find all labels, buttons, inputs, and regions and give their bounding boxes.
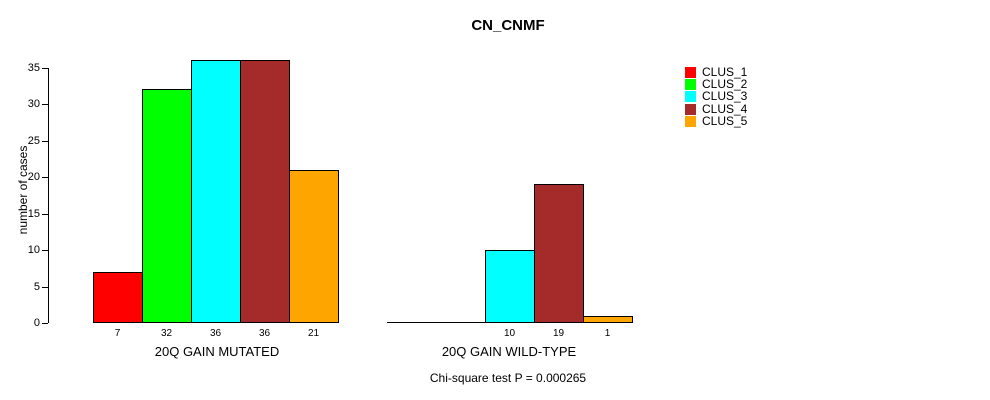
legend-label: CLUS_5 — [702, 114, 748, 129]
legend-swatch-icon — [685, 66, 696, 78]
bar-clus_2-group1 — [142, 89, 192, 323]
x-group-label-mutated: 20Q GAIN MUTATED — [154, 344, 280, 359]
bar-value-label: 10 — [503, 328, 516, 339]
legend-label: CLUS_3 — [702, 89, 748, 104]
legend-item-clus_1: CLUS_1 — [685, 66, 747, 78]
chi-square-annotation: Chi-square test P = 0.000265 — [429, 371, 587, 385]
y-tick-label: 5 — [33, 281, 40, 293]
y-tick-label: 30 — [27, 98, 40, 110]
bar-value-label: 36 — [258, 328, 271, 339]
chart-title: CN_CNMF — [471, 17, 545, 34]
legend-swatch-icon — [685, 91, 696, 103]
bar-clus_3-group2 — [485, 250, 535, 323]
y-axis-tick — [42, 68, 48, 69]
bar-clus_1-group2-zero — [387, 322, 437, 323]
y-tick-label: 35 — [27, 62, 40, 74]
y-axis-tick — [42, 141, 48, 142]
y-axis-tick — [42, 287, 48, 288]
legend-swatch-icon — [685, 103, 696, 115]
legend-item-clus_3: CLUS_3 — [685, 89, 748, 104]
legend-item-clus_2: CLUS_2 — [685, 77, 748, 92]
bar-value-label: 19 — [552, 328, 565, 339]
y-tick-label: 10 — [27, 244, 40, 256]
bar-clus_4-group2 — [534, 184, 584, 323]
y-axis-tick — [42, 250, 48, 251]
bar-value-label: 36 — [209, 328, 222, 339]
legend-item-clus_4: CLUS_4 — [685, 103, 747, 115]
legend-swatch-icon — [685, 116, 696, 128]
legend-item-clus_5: CLUS_5 — [685, 114, 748, 129]
y-axis-tick — [42, 323, 48, 324]
legend-label: CLUS_2 — [702, 77, 748, 92]
y-axis-tick — [42, 104, 48, 105]
y-axis-line — [48, 68, 49, 323]
y-tick-label: 20 — [27, 171, 40, 183]
bar-value-label: 1 — [604, 328, 611, 339]
legend-label: CLUS_1 — [702, 64, 748, 79]
y-axis-label: number of cases — [16, 145, 30, 235]
y-tick-label: 0 — [33, 317, 40, 329]
legend-swatch-icon — [685, 79, 696, 91]
bar-value-label: 21 — [307, 328, 320, 339]
bar-clus_5-group1 — [289, 170, 339, 323]
y-axis-tick — [42, 214, 48, 215]
bar-value-label: 7 — [114, 328, 121, 339]
y-tick-label: 25 — [27, 135, 40, 147]
legend: CLUS_1 CLUS_2 CLUS_3 CLUS_4 CLUS_5 — [685, 66, 747, 128]
bar-clus_4-group1 — [240, 60, 290, 323]
y-tick-label: 15 — [27, 208, 40, 220]
y-axis-tick — [42, 177, 48, 178]
bar-clus_5-group2 — [583, 316, 633, 323]
bar-value-label: 32 — [160, 328, 173, 339]
bar-clus_3-group1 — [191, 60, 241, 323]
bar-clus_1-group1 — [93, 272, 143, 323]
bar-clus_2-group2-zero — [436, 322, 486, 323]
legend-label: CLUS_4 — [702, 101, 748, 116]
x-group-label-wild-type: 20Q GAIN WILD-TYPE — [441, 344, 577, 359]
